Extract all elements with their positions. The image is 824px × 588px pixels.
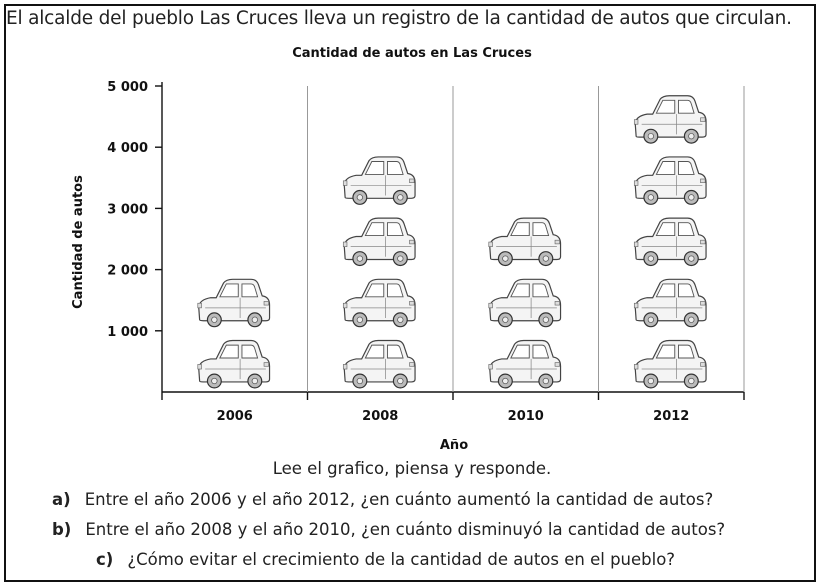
car-icon xyxy=(342,339,416,389)
car-icon xyxy=(342,278,416,328)
axes xyxy=(161,82,745,400)
question-b: b) Entre el año 2008 y el año 2010, ¿en c… xyxy=(52,520,725,539)
question-b-text: Entre el año 2008 y el año 2010, ¿en cuá… xyxy=(85,520,726,539)
car-icon xyxy=(488,278,562,328)
y-tick-label: 3 000 xyxy=(107,202,148,217)
instructions: Lee el grafico, piensa y responde. xyxy=(272,459,552,478)
car-icon xyxy=(633,217,707,267)
question-a: a) Entre el año 2006 y el año 2012, ¿en c… xyxy=(52,490,713,509)
car-icon xyxy=(342,217,416,267)
x-tick-label: 2012 xyxy=(653,409,689,424)
question-c-label: c) xyxy=(96,550,114,569)
question-a-text: Entre el año 2006 y el año 2012, ¿en cuá… xyxy=(84,490,714,509)
question-b-label: b) xyxy=(52,520,72,539)
car-icon xyxy=(197,278,271,328)
car-icon xyxy=(633,156,707,205)
question-a-label: a) xyxy=(52,490,71,509)
car-icon xyxy=(633,278,707,328)
y-ticks: 1 000 2 000 3 000 4 000 5 000 xyxy=(107,80,162,340)
x-tick-label: 2010 xyxy=(508,409,544,424)
car-icon xyxy=(342,156,416,205)
car-icon xyxy=(197,339,271,389)
chart-title: Cantidad de autos en Las Cruces xyxy=(292,46,532,61)
car-icon xyxy=(488,339,562,389)
car-icon xyxy=(633,95,707,144)
y-tick-label: 4 000 xyxy=(107,141,148,156)
car-icon xyxy=(488,217,562,267)
car-icon xyxy=(633,339,707,389)
question-c: c) ¿Cómo evitar el crecimiento de la cant… xyxy=(96,550,675,569)
x-tick-label: 2008 xyxy=(362,409,398,424)
x-axis-label: Año xyxy=(440,438,468,453)
y-tick-label: 5 000 xyxy=(107,80,148,95)
car-icons xyxy=(197,95,707,389)
question-c-text: ¿Cómo evitar el crecimiento de la cantid… xyxy=(127,550,676,569)
pictograph-chart: Cantidad de autos en Las Cruces Cantidad… xyxy=(71,46,745,453)
x-categories: 2006 2008 2010 2012 xyxy=(217,409,690,424)
y-tick-label: 1 000 xyxy=(107,325,148,340)
y-axis-label: Cantidad de autos xyxy=(71,175,86,309)
y-tick-label: 2 000 xyxy=(107,264,148,279)
x-tick-label: 2006 xyxy=(217,409,253,424)
intro-text: El alcalde del pueblo Las Cruces lleva u… xyxy=(6,8,792,29)
